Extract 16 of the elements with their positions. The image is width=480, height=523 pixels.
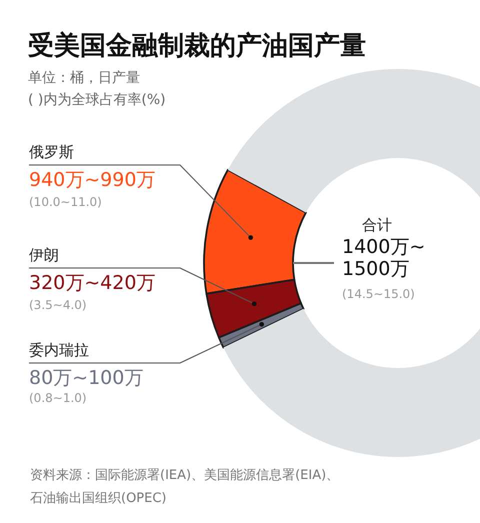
text: 80万~100万 bbox=[29, 367, 144, 389]
text: 资料来源：国际能源署(IEA)、美国能源信息署(EIA)、 bbox=[30, 467, 340, 483]
text: 合计 bbox=[362, 216, 392, 234]
text: 940万~990万 bbox=[29, 169, 156, 191]
chart-title: 受美国金融制裁的产油国产量 bbox=[28, 31, 366, 61]
text: (14.5~15.0) bbox=[342, 287, 415, 301]
slice-label: 俄罗斯 bbox=[29, 143, 74, 161]
text: 1400万~ 1500万 bbox=[342, 236, 426, 280]
text: (0.8~1.0) bbox=[29, 391, 87, 405]
text: (10.0~11.0) bbox=[29, 195, 102, 209]
text: 320万~420万 bbox=[29, 272, 156, 294]
slice-label: 委内瑞拉 bbox=[29, 341, 89, 359]
text: 单位：桶，日产量 ( )内为全球占有率(%) bbox=[28, 70, 166, 108]
slice-label: 伊朗 bbox=[29, 246, 59, 264]
text: 石油输出国组织(OPEC) bbox=[30, 491, 167, 506]
text: (3.5~4.0) bbox=[29, 298, 87, 312]
